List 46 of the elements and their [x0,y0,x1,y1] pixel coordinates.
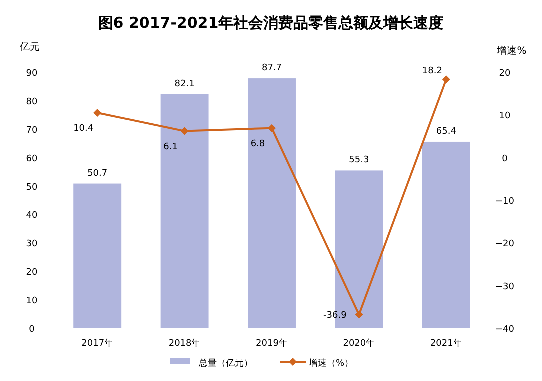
x-tick-label: 2021年 [430,338,462,349]
x-tick-label: 2019年 [256,338,288,349]
y-tick-label: 90 [26,69,38,79]
bar [422,142,470,328]
y-tick-label: 50 [26,182,38,193]
y2-tick-label: −20 [496,240,515,250]
point [94,108,102,117]
legend-label: 增速（%） [308,358,354,369]
data-label: 82.1 [174,79,195,90]
y-tick-label: 20 [26,268,38,278]
data-label: 50.7 [88,168,108,179]
data-label: 6.1 [164,142,178,152]
y2-axis-title: 增速% [496,45,527,57]
data-label: 10.4 [74,124,94,134]
chart-title: 图6 2017-2021年社会消费品零售总额及增长速度 [98,14,444,32]
y2-tick-label: −10 [496,197,515,207]
y-tick-label: 10 [26,296,38,307]
y-tick-label: 60 [26,154,38,164]
legend-label: 总量（亿元） [198,358,253,369]
data-label: 18.2 [422,66,442,77]
x-tick-label: 2018年 [168,338,201,349]
data-label: 55.3 [349,156,370,166]
point [442,76,450,84]
bar [74,184,122,328]
y-tick-label: 0 [29,325,36,335]
y2-tick-label: 0 [502,154,508,164]
bar [248,78,296,328]
data-label: 6.8 [250,139,266,150]
data-label: 65.4 [436,126,457,137]
data-label: 87.7 [262,64,282,74]
x-tick-label: 2020年 [343,338,376,349]
data-label: -36.9 [324,310,348,321]
point [180,127,189,136]
y-axis-title: 亿元 [19,42,40,53]
y-tick-label: 80 [26,97,38,108]
y2-tick-label: −30 [496,282,515,292]
y2-tick-label: 10 [499,112,511,122]
y-tick-label: 40 [26,211,38,222]
x-tick-label: 2017年 [82,338,114,349]
bar [160,94,209,328]
y-tick-label: 70 [26,126,38,136]
y2-tick-label: −40 [496,325,515,335]
point [355,310,364,319]
point [268,124,276,132]
y-tick-label: 30 [26,240,38,250]
y2-tick-label: 20 [499,69,511,79]
